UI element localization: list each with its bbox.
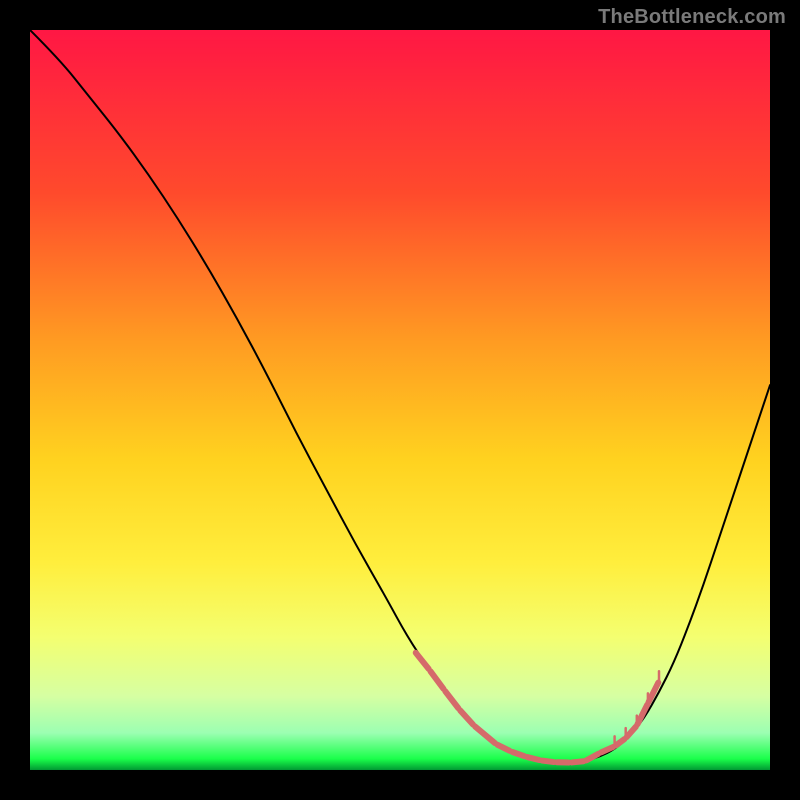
chart-container <box>30 30 770 770</box>
marker-segment <box>542 761 554 762</box>
chart-background <box>30 30 770 770</box>
page-root: TheBottleneck.com <box>0 0 800 800</box>
watermark-text: TheBottleneck.com <box>598 6 786 29</box>
marker-segment <box>572 761 584 762</box>
bottleneck-chart <box>30 30 770 770</box>
marker-segment <box>527 757 539 760</box>
marker-segment <box>512 752 524 756</box>
